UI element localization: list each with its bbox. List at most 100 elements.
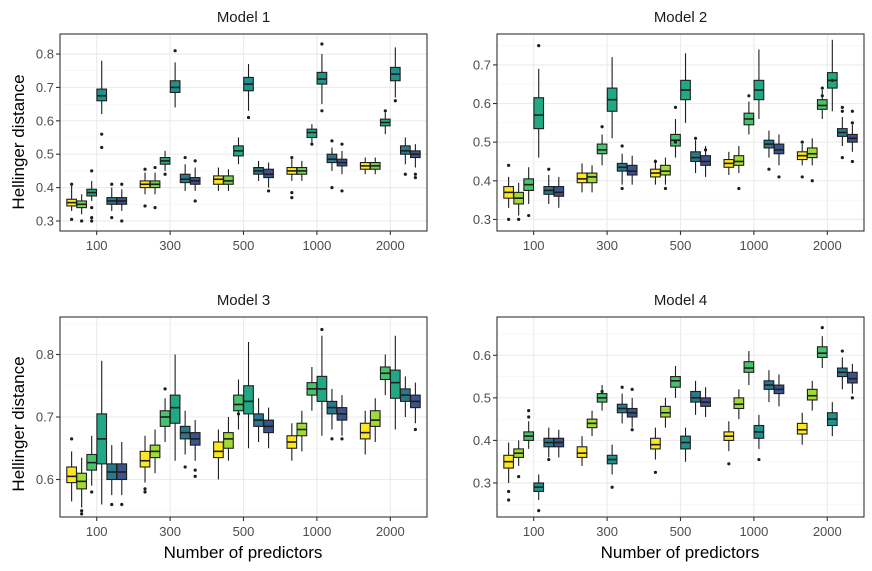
box — [389, 369, 401, 399]
outlier-point — [800, 140, 804, 144]
box — [243, 385, 254, 415]
outlier-point — [703, 148, 708, 152]
y-tick-label: 0.3 — [473, 212, 491, 227]
box — [326, 153, 338, 164]
outlier-point — [820, 86, 824, 90]
x-tick-label: 500 — [670, 524, 692, 539]
y-tick-label: 0.3 — [36, 213, 54, 228]
box — [670, 376, 681, 388]
x-tick-label: 500 — [233, 524, 255, 539]
outlier-point — [340, 437, 344, 441]
box — [263, 168, 274, 179]
outlier-point — [143, 487, 147, 491]
outlier-point — [70, 437, 74, 441]
y-tick-label: 0.8 — [36, 347, 54, 362]
y-tick-label: 0.8 — [36, 47, 54, 62]
y-tick-label: 0.3 — [473, 475, 491, 490]
box — [806, 147, 818, 159]
box — [576, 446, 588, 458]
outlier-point — [413, 172, 417, 176]
x-tick-label: 100 — [523, 238, 545, 253]
outlier-point — [547, 457, 551, 462]
outlier-point — [80, 512, 84, 516]
outlier-point — [120, 182, 124, 186]
outlier-point — [620, 385, 624, 389]
x-tick-label: 300 — [596, 524, 618, 539]
y-tick-label: 0.4 — [36, 180, 54, 195]
outlier-point — [90, 206, 94, 210]
outlier-point — [600, 389, 604, 394]
outlier-point — [850, 109, 854, 113]
y-tick-label: 0.5 — [473, 390, 491, 405]
y-tick-label: 0.6 — [36, 472, 54, 487]
box — [169, 80, 181, 93]
outlier-point — [507, 498, 511, 502]
outlier-point — [340, 189, 344, 193]
box — [223, 432, 234, 449]
box — [359, 422, 371, 440]
box — [847, 371, 858, 384]
box — [213, 175, 224, 185]
outlier-point — [110, 216, 114, 220]
y-tick-label: 0.4 — [473, 173, 491, 188]
box — [816, 346, 828, 358]
outlier-point — [673, 140, 678, 144]
outlier-point — [507, 163, 511, 167]
x-tick-label: 2000 — [813, 238, 842, 253]
x-tick-label: 2000 — [813, 524, 842, 539]
panel-model-3: 0.6 0.7 0.8 100 300 500 1000 2000 Model 3 — [36, 292, 428, 539]
outlier-point — [527, 409, 531, 413]
outlier-point — [693, 136, 698, 140]
box — [369, 410, 381, 427]
outlier-point — [193, 199, 197, 203]
outlier-point — [537, 43, 541, 48]
x-tick-label: 100 — [86, 524, 108, 539]
outlier-point — [266, 189, 271, 193]
outlier-point — [507, 217, 511, 222]
outlier-point — [777, 175, 781, 179]
outlier-point — [193, 159, 197, 163]
box — [733, 397, 745, 410]
outlier-point — [120, 219, 124, 223]
outlier-point — [90, 169, 94, 173]
outlier-point — [330, 139, 334, 143]
outlier-point — [507, 489, 511, 494]
outlier-point — [153, 165, 157, 170]
panel-model-2: 0.3 0.4 0.5 0.6 0.7 100 300 500 1000 2000 Model 2 — [473, 9, 865, 253]
outlier-point — [727, 462, 731, 466]
y-tick-label: 0.6 — [473, 96, 491, 111]
outlier-point — [840, 349, 844, 353]
outlier-point — [393, 99, 397, 103]
outlier-point — [290, 196, 294, 200]
outlier-point — [330, 437, 334, 441]
y-tick-label: 0.6 — [473, 348, 491, 363]
outlier-point — [310, 142, 314, 146]
outlier-point — [653, 159, 658, 164]
box — [816, 99, 828, 110]
panel-title: Model 1 — [217, 9, 270, 26]
box — [306, 128, 318, 139]
outlier-point — [840, 109, 844, 113]
outlier-point — [620, 186, 624, 191]
x-tick-label: 300 — [159, 524, 181, 539]
y-tick-label: 0.5 — [36, 147, 54, 162]
box — [533, 97, 545, 130]
outlier-point — [340, 142, 344, 146]
x-tick-label: 500 — [233, 238, 255, 253]
outlier-point — [183, 155, 187, 160]
outlier-point — [330, 185, 334, 190]
box — [650, 437, 661, 450]
y-tick-label: 0.6 — [36, 113, 54, 128]
box — [233, 394, 244, 412]
y-tick-label: 0.7 — [36, 80, 54, 95]
outlier-point — [840, 156, 844, 160]
outlier-point — [517, 474, 521, 479]
x-tick-label: 2000 — [376, 238, 405, 253]
box — [96, 88, 108, 102]
outlier-point — [403, 172, 407, 176]
outlier-point — [110, 502, 114, 507]
outlier-point — [193, 474, 197, 478]
x-tick-label: 100 — [523, 524, 545, 539]
outlier-point — [163, 387, 167, 391]
